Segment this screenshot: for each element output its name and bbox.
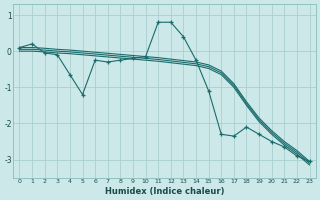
- X-axis label: Humidex (Indice chaleur): Humidex (Indice chaleur): [105, 187, 224, 196]
